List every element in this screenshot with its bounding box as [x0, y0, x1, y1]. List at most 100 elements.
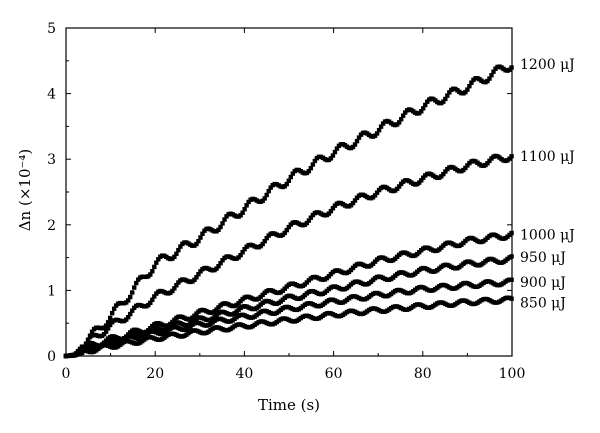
data-point [194, 241, 199, 247]
series-label: 850 μJ [520, 296, 566, 312]
data-point [425, 99, 430, 104]
data-point [491, 69, 496, 74]
data-point [150, 269, 155, 274]
data-point [130, 308, 135, 313]
series-label: 1200 μJ [520, 57, 575, 73]
x-tick-label: 20 [146, 366, 164, 382]
data-point [148, 272, 153, 277]
y-tick-label: 2 [47, 218, 56, 234]
data-point [196, 238, 201, 244]
data-point [354, 138, 360, 144]
data-point [467, 83, 472, 89]
data-point [441, 99, 446, 104]
data-point [443, 96, 448, 102]
series-label: 1000 μJ [520, 228, 575, 244]
data-point [372, 193, 378, 198]
data-point [487, 76, 492, 81]
data-point [218, 261, 223, 266]
data-point [378, 124, 384, 129]
data-point [260, 198, 265, 204]
y-tick-label: 1 [47, 283, 56, 299]
series-label: 950 μJ [520, 250, 566, 266]
data-point [268, 185, 273, 190]
data-point [350, 200, 356, 206]
x-tick-label: 100 [499, 366, 526, 382]
data-point [396, 120, 402, 125]
series-labels: 1200 μJ 1100 μJ 1000 μJ 950 μJ 900 μJ 850 μJ [520, 57, 575, 312]
data-point [284, 181, 289, 187]
data-point [238, 252, 243, 258]
data-point [262, 196, 267, 201]
data-point [244, 203, 249, 208]
data-point [192, 277, 197, 283]
data-point [178, 244, 183, 249]
data-point [236, 255, 241, 260]
data-point [242, 206, 247, 212]
data-point [330, 153, 336, 158]
data-point [220, 221, 225, 226]
y-axis-title: Δn (×10⁻⁴) [16, 149, 34, 232]
data-point [154, 260, 159, 265]
data-point [288, 174, 293, 180]
data-point [485, 78, 490, 84]
data-point [330, 206, 336, 211]
y-tick-label: 0 [47, 349, 56, 365]
data-point [156, 257, 161, 262]
data-point [284, 227, 289, 233]
data-point [286, 178, 291, 183]
series-label: 900 μJ [520, 275, 566, 291]
data-point [282, 230, 287, 236]
data-point [242, 246, 247, 252]
data-point [417, 180, 422, 185]
data-point [350, 144, 356, 150]
data-point [264, 235, 269, 241]
data-point [172, 286, 177, 291]
data-point [124, 317, 129, 322]
data-point [238, 213, 243, 218]
data-point [262, 238, 267, 244]
data-point [306, 168, 312, 174]
x-tick-label: 40 [235, 366, 253, 382]
x-tick-label: 80 [414, 366, 432, 382]
series-5 [63, 295, 514, 359]
data-point [134, 280, 139, 286]
data-point [487, 158, 492, 164]
data-point [240, 249, 245, 255]
data-point [286, 224, 291, 230]
series-marks [63, 64, 514, 359]
data-point [469, 80, 474, 85]
data-point [419, 109, 424, 114]
data-point [421, 106, 426, 111]
data-point [443, 169, 448, 174]
data-point [328, 156, 334, 161]
data-point [126, 298, 131, 303]
x-tick-label: 0 [62, 366, 71, 382]
series-label: 1100 μJ [520, 149, 575, 165]
data-point [356, 135, 362, 140]
data-point [240, 210, 245, 215]
data-point [419, 178, 424, 183]
data-point [220, 258, 225, 263]
data-point [246, 199, 251, 205]
y-tick-label: 4 [47, 87, 56, 103]
data-point [376, 127, 382, 133]
data-point [465, 87, 470, 92]
data-point [174, 251, 179, 256]
data-point [266, 188, 271, 194]
y-tick-label: 3 [47, 152, 56, 168]
data-point [103, 323, 109, 328]
axes: 0 20 40 60 80 100 0 1 2 3 4 5 [47, 21, 525, 382]
data-point [489, 73, 494, 78]
data-point [334, 146, 340, 151]
data-point [445, 93, 450, 98]
data-point [85, 337, 91, 342]
data-point [423, 102, 428, 108]
data-point [130, 290, 135, 295]
data-point [394, 186, 400, 192]
data-point [103, 329, 109, 334]
data-point [107, 322, 113, 328]
data-point [352, 198, 358, 203]
data-point [152, 264, 157, 270]
data-point [218, 224, 223, 230]
